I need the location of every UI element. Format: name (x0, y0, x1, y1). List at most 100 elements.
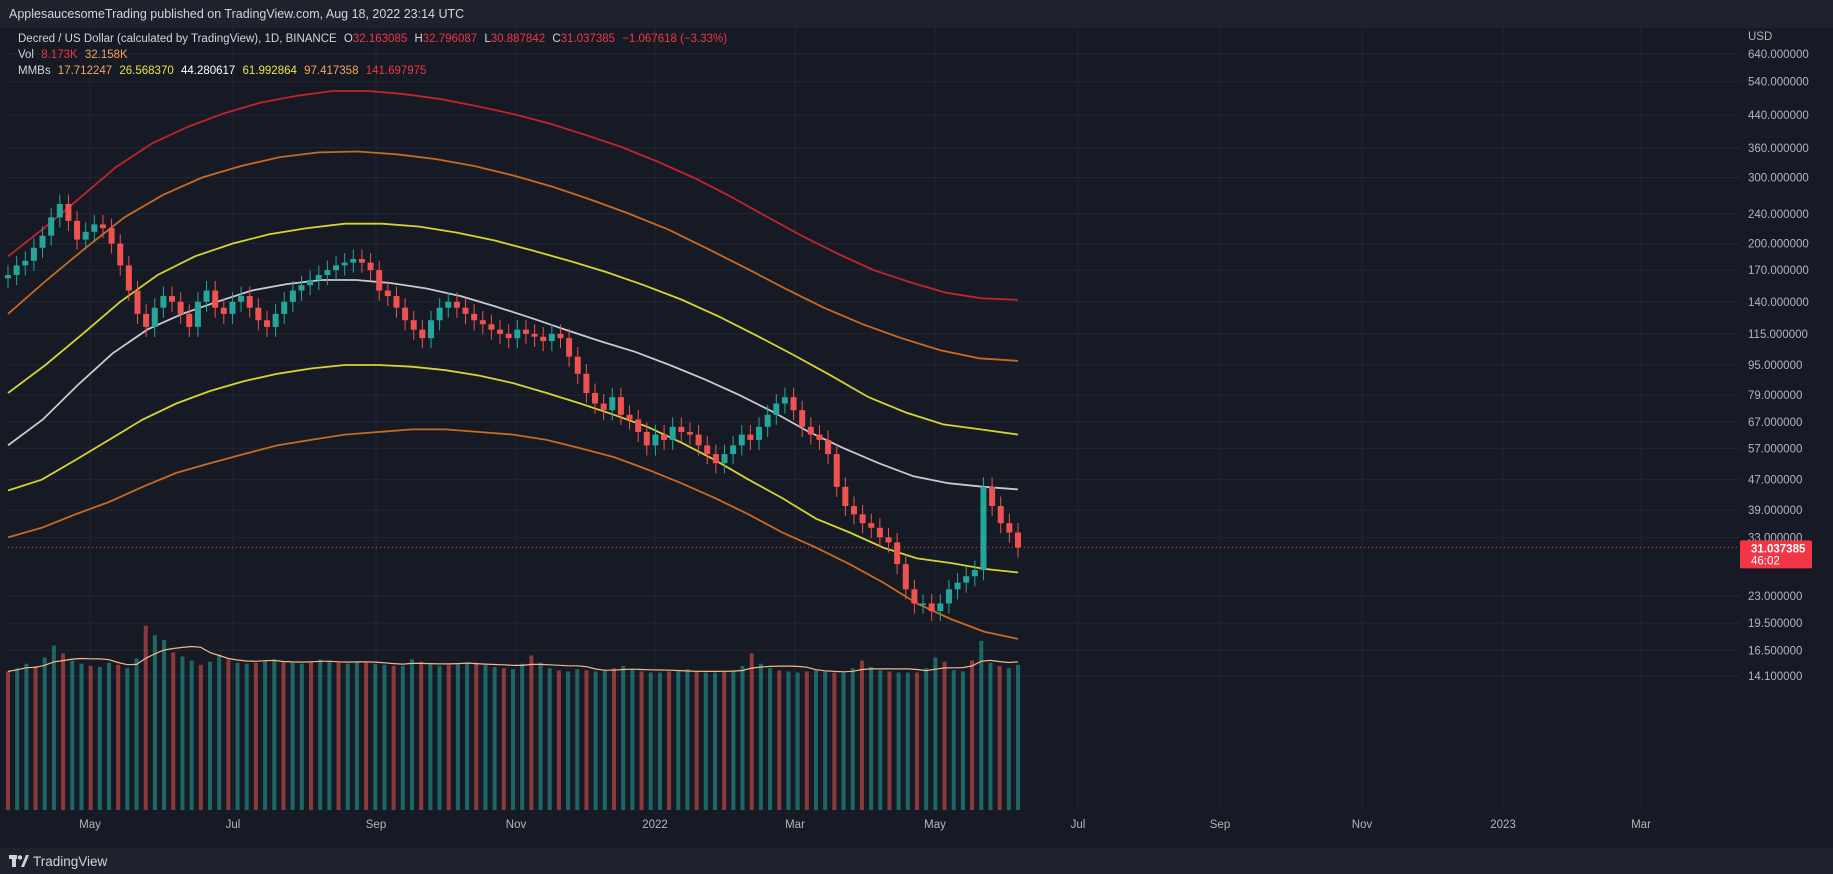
volume-bar (694, 671, 699, 810)
volume-bar (15, 668, 20, 810)
time-tick-label: Jul (226, 819, 241, 831)
candle-body (652, 434, 659, 446)
volume-bar (189, 660, 194, 810)
volume-bar (373, 663, 378, 810)
volume-bar (685, 669, 690, 810)
volume-bar (979, 640, 984, 810)
volume-bar (538, 662, 543, 810)
mmbs-legend: MMBs 17.712247 26.568370 44.280617 61.99… (18, 65, 430, 77)
volume-bar (556, 670, 561, 810)
publisher-bar: ApplesaucesomeTrading published on Tradi… (0, 0, 1833, 28)
price-tick-label: 240.000000 (1748, 209, 1809, 221)
volume-bar (410, 659, 414, 810)
candle-body (186, 313, 193, 327)
candle-body (825, 439, 832, 455)
candle-body (609, 397, 616, 411)
volume-bar (740, 665, 745, 810)
candle-body (272, 313, 279, 327)
volume-bar (51, 645, 56, 810)
price-chart-svg[interactable]: 640.000000 540.000000 440.000000 360.000000… (0, 28, 1833, 848)
candle-body (773, 403, 780, 415)
volume-bar (152, 635, 157, 810)
time-tick-label: May (79, 819, 101, 831)
symbol-title: Decred / US Dollar (calculated by Tradin… (18, 33, 337, 45)
volume-bar (483, 664, 488, 810)
candle-body (220, 307, 227, 314)
volume-bar (33, 665, 38, 810)
price-tick-label: 47.000000 (1748, 475, 1802, 487)
volume-bar (79, 663, 84, 810)
candle-body (108, 228, 115, 244)
volume-bar (244, 663, 249, 810)
mmbs-value-5: 97.417358 (304, 65, 359, 77)
candle-body (341, 262, 348, 266)
volume-bar (970, 660, 975, 810)
candle-body (816, 434, 823, 440)
mmb-band-line-1 (7, 428, 1019, 640)
volume-bar (676, 670, 681, 810)
volume-bar (107, 662, 111, 810)
volume-bar (446, 664, 451, 810)
candle-body (143, 313, 150, 327)
high-label: H (414, 33, 423, 45)
mmb-band-line-4 (7, 222, 1019, 436)
volume-bar (198, 664, 203, 810)
volume-bar (896, 672, 901, 810)
candle-body (203, 290, 210, 302)
candle-body (997, 506, 1004, 524)
volume-bar (832, 672, 837, 810)
candle-body (22, 260, 29, 266)
candle-body (937, 603, 944, 612)
time-tick-label: Mar (785, 819, 805, 831)
candle-body (894, 542, 901, 565)
candle-body (30, 247, 37, 261)
price-tick-label: 14.100000 (1748, 671, 1802, 683)
volume-bar (400, 665, 405, 810)
volume-bar (529, 655, 534, 810)
mmbs-label: MMBs (18, 65, 51, 77)
volume-bar (474, 662, 479, 810)
candle-body (298, 285, 305, 291)
chart-area[interactable]: 640.000000 540.000000 440.000000 360.000000… (0, 28, 1833, 848)
candle-body (807, 426, 814, 435)
volume-bar (942, 661, 947, 810)
volume-bar (915, 672, 919, 810)
candle-body (497, 329, 504, 334)
candle-body (384, 290, 391, 297)
volume-bar (125, 668, 130, 810)
candle-body (1015, 532, 1021, 548)
candle-body (307, 280, 314, 286)
volume-bar (859, 660, 864, 810)
candle-body (635, 419, 642, 432)
candle-body (48, 217, 55, 236)
volume-bar (318, 659, 323, 810)
candle-body (885, 537, 892, 543)
volume-bar (749, 653, 754, 810)
volume-bar (272, 659, 277, 810)
volume-bar (786, 671, 791, 810)
candle-body (876, 527, 883, 538)
candle-body (730, 445, 737, 455)
candle-body (13, 265, 20, 275)
candle-body (850, 506, 857, 515)
volume-bar (814, 670, 818, 810)
candle-body (678, 426, 685, 432)
candle-body (410, 320, 417, 330)
volume-bar (208, 661, 212, 810)
mmbs-value-1: 17.712247 (57, 65, 113, 77)
volume-bar (630, 669, 635, 810)
price-tick-label: 115.000000 (1748, 329, 1808, 341)
candle-body (954, 582, 961, 590)
candle-body (704, 445, 711, 455)
candle-body (151, 307, 158, 327)
volume-bar (593, 671, 598, 810)
candle-body (333, 265, 340, 271)
candle-body (911, 589, 918, 604)
change-value: −1.067618 (−3.33%) (622, 33, 728, 45)
volume-bar (768, 668, 773, 810)
volume-bar (492, 667, 497, 810)
vol-value-2: 32.158K (84, 49, 128, 61)
tradingview-logo[interactable]: TradingView (9, 852, 107, 870)
tradingview-wordmark: TradingView (33, 853, 108, 869)
volume-bar (841, 672, 846, 810)
